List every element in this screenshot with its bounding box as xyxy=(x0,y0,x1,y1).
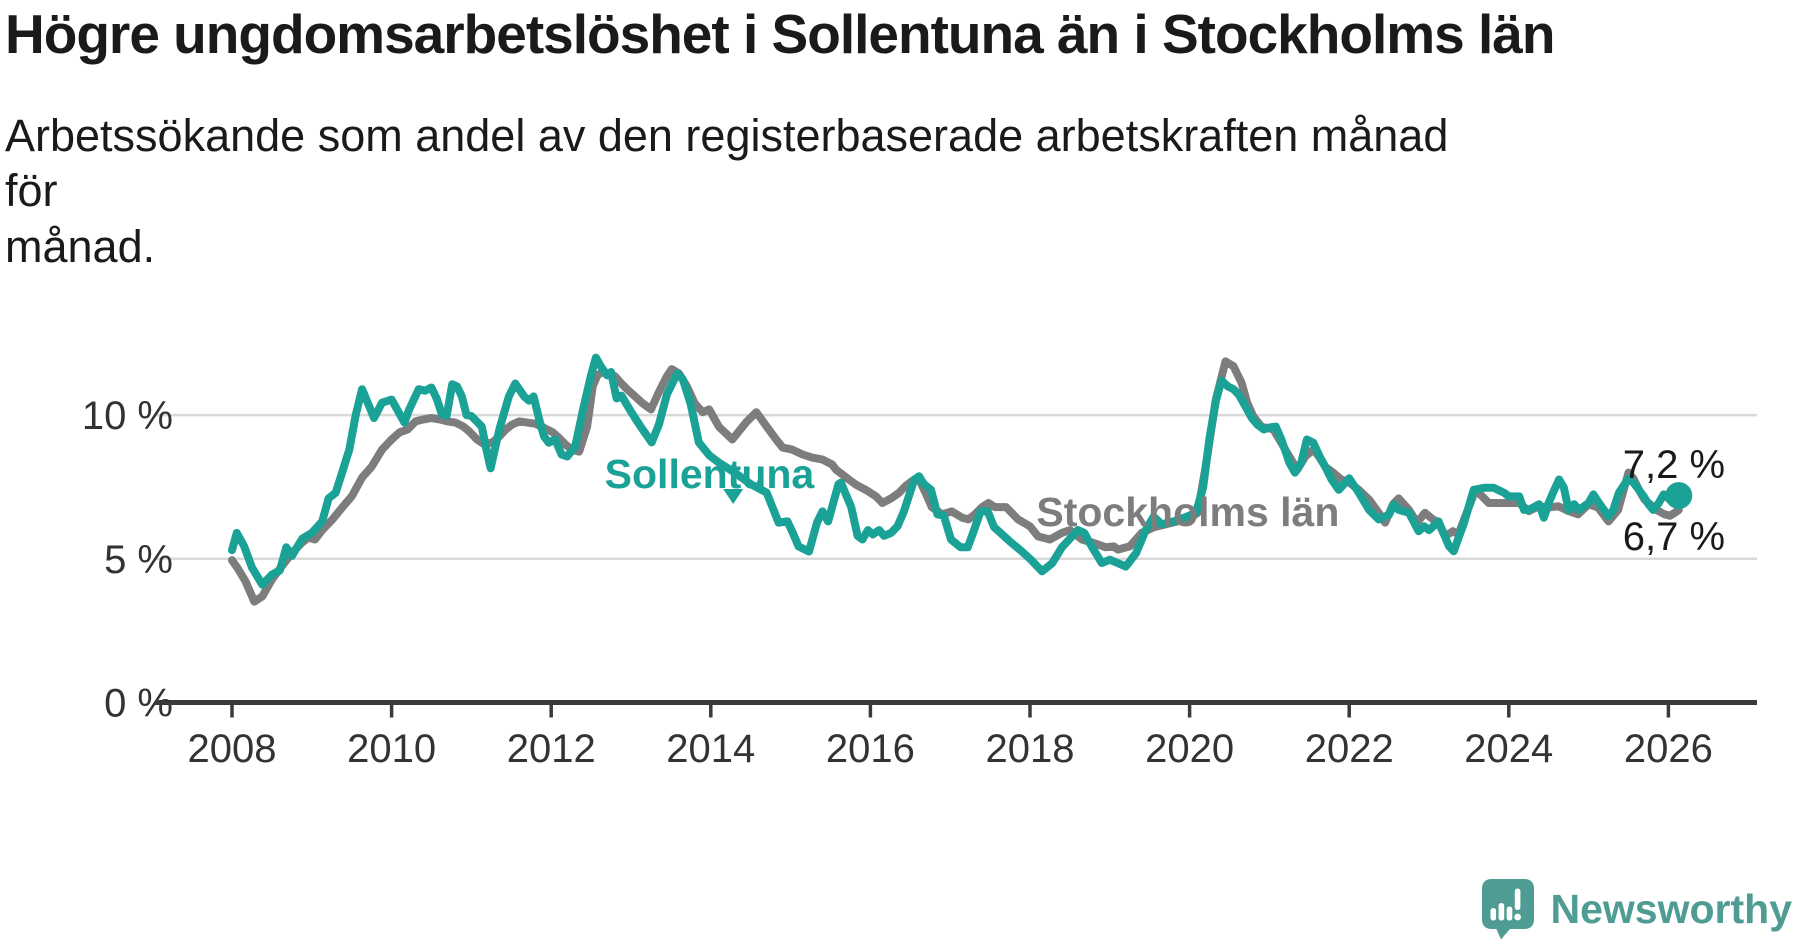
x-axis-label-2016: 2016 xyxy=(826,727,915,771)
x-axis-label-2022: 2022 xyxy=(1305,727,1394,771)
chart-subtitle: Arbetssökande som andel av den registerb… xyxy=(5,108,1505,274)
x-axis-label-2008: 2008 xyxy=(188,727,277,771)
bar-1 xyxy=(1490,908,1496,921)
chart-subtitle-line2: månad. xyxy=(5,220,156,272)
chart-subtitle-line1: Arbetssökande som andel av den registerb… xyxy=(5,110,1449,217)
x-axis-label-2014: 2014 xyxy=(666,727,755,771)
bar-2 xyxy=(1498,903,1504,921)
sollentuna-line xyxy=(228,353,1683,589)
x-axis-label-2010: 2010 xyxy=(347,727,436,771)
newsworthy-branding: Newsworthy xyxy=(1481,878,1793,940)
x-axis-label-2024: 2024 xyxy=(1464,727,1553,771)
chart-title: Högre ungdomsarbetslöshet i Sollentuna ä… xyxy=(5,3,1555,65)
sollentuna-end-value: 7,2 % xyxy=(1623,443,1725,487)
x-axis-label-2020: 2020 xyxy=(1145,727,1234,771)
exclamation-bar xyxy=(1514,888,1520,910)
speech-bubble-bar-chart-icon xyxy=(1481,879,1534,940)
x-axis-label-2018: 2018 xyxy=(986,727,1075,771)
x-axis-label-2026: 2026 xyxy=(1624,727,1713,771)
sollentuna-caret-down-icon xyxy=(723,488,744,504)
y-axis-label-5pct: 5 % xyxy=(104,538,173,582)
sollentuna-series-label: Sollentuna xyxy=(605,451,816,497)
x-axis-label-2012: 2012 xyxy=(507,727,596,771)
stockholm-end-value: 6,7 % xyxy=(1623,515,1725,559)
y-axis-label-10pct: 10 % xyxy=(82,394,173,438)
exclamation-dot xyxy=(1513,913,1521,921)
stockholm-series-label: Stockholms län xyxy=(1036,489,1339,535)
bar-3 xyxy=(1506,906,1512,921)
newsworthy-brand-text: Newsworthy xyxy=(1550,885,1793,932)
sollentuna-end-dot xyxy=(1665,482,1693,510)
